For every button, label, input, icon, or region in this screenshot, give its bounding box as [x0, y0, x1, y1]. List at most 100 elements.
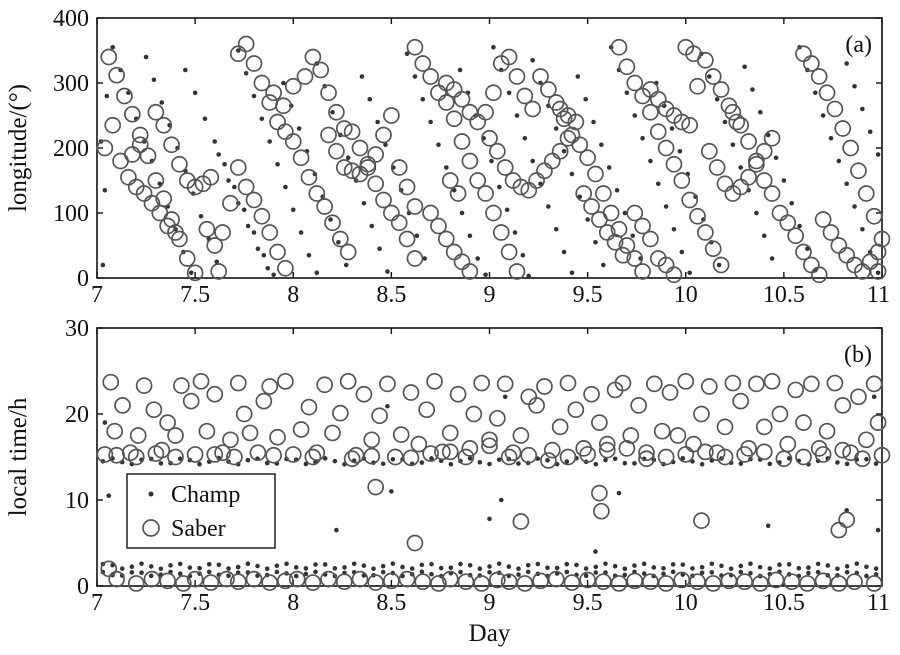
champ-point — [767, 566, 773, 571]
saber-point — [551, 142, 569, 160]
champ-point — [236, 48, 241, 53]
saber-point — [461, 440, 479, 457]
saber-point — [343, 450, 361, 468]
champ-point — [110, 44, 115, 50]
saber-point — [198, 220, 216, 238]
champ-point — [342, 565, 347, 570]
champ-point — [844, 564, 850, 569]
saber-point — [693, 405, 710, 423]
champ-point — [343, 262, 349, 268]
saber-point — [186, 446, 204, 463]
champ-point — [106, 493, 112, 499]
champ-point — [487, 569, 492, 575]
champ-point — [314, 270, 320, 276]
saber-point — [673, 571, 691, 589]
saber-point — [642, 573, 659, 591]
champ-point — [214, 259, 220, 265]
champ-point — [738, 461, 744, 466]
champ-point — [298, 230, 304, 235]
saber-point — [865, 575, 883, 592]
champ-point — [864, 564, 869, 570]
champ-point — [677, 148, 683, 154]
champ-point — [226, 566, 231, 571]
saber-point — [594, 573, 612, 591]
champ-point — [786, 562, 792, 567]
saber-point — [304, 574, 322, 591]
champ-point — [375, 119, 380, 125]
saber-point — [755, 172, 773, 189]
champ-point — [569, 270, 575, 276]
champ-point — [875, 152, 881, 157]
saber-point — [316, 376, 333, 394]
saber-point — [559, 374, 577, 392]
saber-point — [414, 573, 432, 591]
saber-point — [332, 404, 349, 422]
champ-point — [769, 256, 775, 261]
champ-point — [502, 394, 508, 400]
champ-point — [496, 457, 502, 462]
saber-point — [665, 155, 683, 173]
saber-point — [222, 431, 239, 449]
saber-point — [265, 84, 282, 102]
champ-point — [436, 142, 441, 148]
x-tick-label: 8.5 — [376, 282, 406, 308]
legend: Champ Saber — [126, 473, 276, 549]
saber-point — [406, 38, 424, 56]
saber-point — [575, 185, 593, 202]
saber-point — [610, 38, 628, 56]
saber-point — [406, 534, 424, 552]
champ-point — [854, 561, 860, 566]
champ-point — [569, 171, 575, 177]
saber-point — [532, 572, 549, 590]
champ-point — [102, 420, 108, 425]
champ-point — [496, 561, 502, 566]
champ-point — [875, 270, 881, 276]
saber-point — [838, 511, 856, 529]
saber-point — [457, 448, 475, 466]
saber-point — [167, 427, 184, 444]
x-tick-label: 9 — [484, 590, 496, 616]
champ-point — [564, 459, 570, 464]
champ-point — [245, 223, 251, 229]
champ-point — [669, 126, 675, 131]
saber-point — [516, 87, 534, 105]
saber-point — [540, 81, 557, 98]
champ-point — [670, 562, 676, 567]
saber-point — [186, 570, 204, 588]
y-tick-label: 200 — [53, 136, 89, 162]
saber-point — [543, 152, 561, 170]
champ-point — [159, 100, 165, 105]
champ-point — [593, 549, 598, 554]
saber-point — [147, 103, 165, 121]
champ-point — [661, 571, 666, 577]
x-tick-label: 11 — [867, 590, 890, 616]
champ-point — [265, 265, 271, 271]
saber-point — [489, 142, 506, 160]
saber-point — [830, 575, 848, 592]
champ-point — [271, 272, 276, 278]
champ-point — [322, 456, 328, 461]
champ-point — [648, 158, 653, 164]
saber-point — [308, 185, 326, 202]
saber-point — [316, 198, 333, 215]
saber-point — [771, 405, 789, 423]
champ-point — [661, 565, 666, 571]
saber-point — [850, 162, 867, 180]
champ-point — [525, 569, 531, 575]
saber-point — [261, 378, 279, 395]
saber-point — [100, 48, 118, 66]
champ-point — [313, 569, 318, 575]
champ-point — [367, 96, 373, 102]
saber-point — [492, 224, 510, 241]
champ-point — [202, 116, 208, 122]
saber-point — [830, 521, 848, 539]
champ-point — [216, 152, 221, 157]
saber-point — [775, 450, 793, 468]
saber-point — [583, 198, 600, 215]
champ-point — [168, 563, 173, 568]
champ-point — [835, 460, 840, 465]
saber-point — [426, 372, 443, 390]
saber-point — [579, 571, 596, 589]
saber-point — [712, 256, 730, 274]
saber-point — [818, 84, 836, 102]
